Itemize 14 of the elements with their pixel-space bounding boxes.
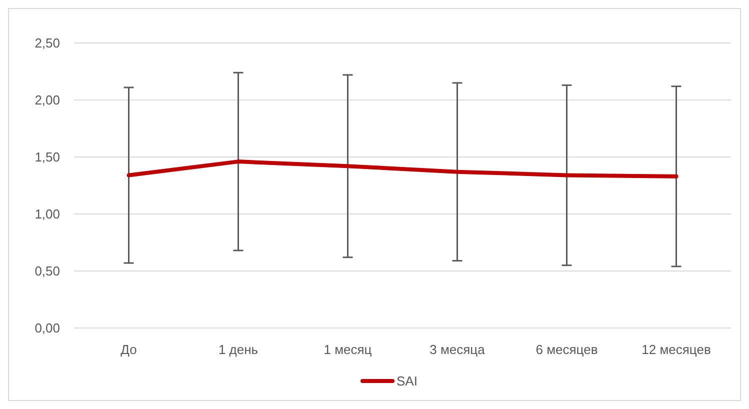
y-tick-label: 2,50 <box>34 36 60 51</box>
x-tick-label: 1 месяц <box>324 342 372 357</box>
legend-label: SAI <box>396 374 418 389</box>
x-tick-label: 12 месяцев <box>642 342 711 357</box>
y-tick-label: 0,00 <box>34 320 60 336</box>
x-tick-label: 3 месяца <box>430 342 486 357</box>
x-tick-label: 1 день <box>218 342 258 357</box>
x-tick-label: 6 месяцев <box>536 342 598 357</box>
y-tick-label: 0,50 <box>34 264 60 279</box>
y-tick-label: 1,50 <box>34 150 60 165</box>
y-tick-label: 2,00 <box>34 92 60 108</box>
x-tick-label: До <box>120 342 137 357</box>
line-series <box>126 160 678 178</box>
y-tick-label: 1,00 <box>34 206 60 222</box>
